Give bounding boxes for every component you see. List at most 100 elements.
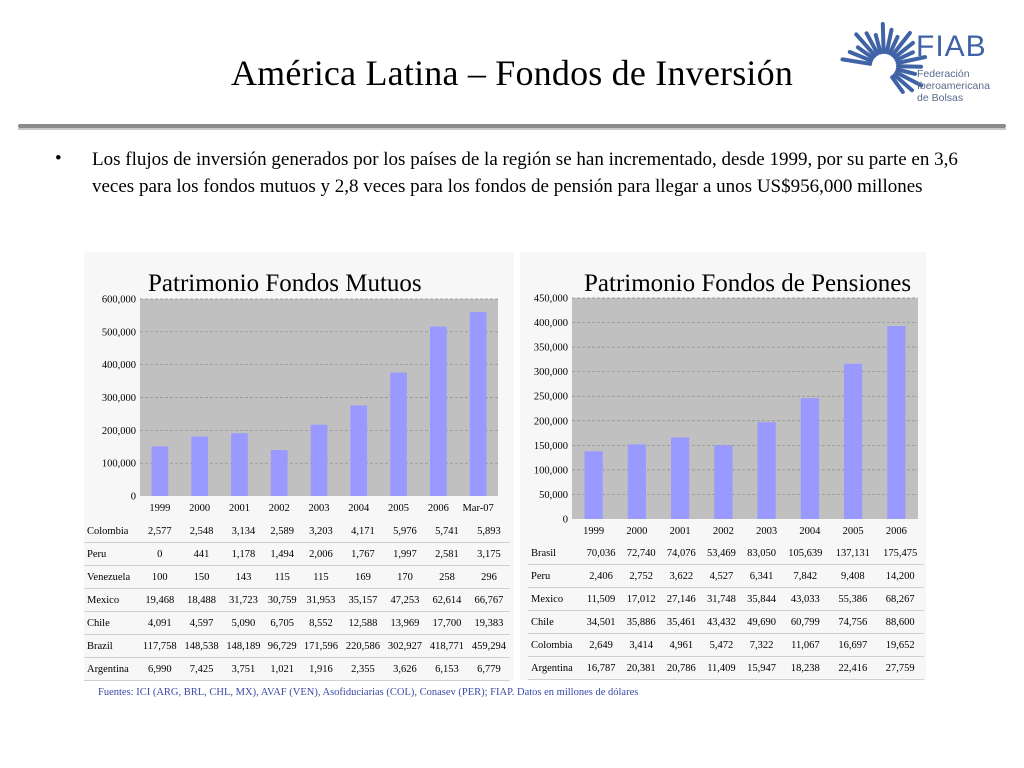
y-tick-label: 300,000 (534, 367, 568, 378)
table-cell: 0 (139, 542, 181, 566)
y-tick-label: 150,000 (534, 441, 568, 452)
bar (844, 363, 863, 519)
table-cell: 70,036 (581, 542, 622, 565)
table-cell: 27,146 (661, 587, 702, 611)
table-row: Mexico 19,468 18,488 31,723 30,759 31,953 35,1… (84, 588, 510, 612)
bar (429, 326, 447, 496)
table-cell: 2,355 (341, 657, 384, 681)
table-cell: 6,341 (741, 564, 782, 588)
bar (469, 312, 487, 496)
plot-area (572, 298, 918, 519)
table-cell: 55,386 (829, 587, 877, 611)
bar (310, 424, 328, 496)
table-cell: 2,752 (621, 564, 662, 588)
row-label: Mexico (528, 587, 581, 611)
table-cell: 1,021 (264, 657, 300, 681)
row-label: Brazil (84, 634, 139, 658)
table-cell: 171,596 (300, 634, 342, 658)
table-cell: 1,178 (222, 542, 265, 566)
table-cell: 7,425 (180, 657, 223, 681)
bar (151, 446, 169, 496)
y-tick-label: 450,000 (534, 294, 568, 305)
table-cell: 88,600 (876, 610, 924, 634)
table-cell: 459,294 (467, 634, 510, 658)
x-tick-label: 2004 (799, 526, 821, 537)
table-cell: 1,767 (341, 542, 384, 566)
table-cell: 17,700 (425, 611, 468, 635)
logo-subtitle: Federación Iberoamericana de Bolsas (917, 68, 990, 104)
table-cell: 5,090 (222, 611, 265, 635)
table-cell: 150 (180, 565, 223, 589)
table-cell: 100 (139, 565, 181, 589)
x-tick-label: 1999 (149, 503, 170, 514)
bar (584, 451, 603, 519)
mutual-funds-chart-title: Patrimonio Fondos Mutuos (148, 270, 422, 297)
table-cell: 4,597 (180, 611, 223, 635)
table-cell: 6,705 (264, 611, 300, 635)
logo-ray (880, 22, 886, 54)
row-label: Mexico (84, 588, 139, 612)
table-row: Peru 0 441 1,178 1,494 2,006 1,767 1,997 2,581 3,… (84, 542, 510, 566)
pension-funds-table: Brasil 70,036 72,740 74,076 53,469 83,050 105,… (528, 542, 924, 680)
logo-ray (884, 27, 894, 55)
logo-ray (854, 32, 877, 58)
table-row: Chile 34,501 35,886 35,461 43,432 49,690 60,79… (528, 610, 924, 634)
title-divider (18, 124, 1006, 128)
x-tick-label: 1999 (583, 526, 604, 537)
table-cell: 3,414 (621, 633, 662, 657)
table-cell: 4,961 (661, 633, 702, 657)
bar (887, 325, 906, 519)
table-cell: 74,756 (829, 610, 877, 634)
bar (191, 436, 209, 496)
table-cell: 62,614 (425, 588, 468, 612)
row-label: Colombia (84, 520, 139, 543)
table-cell: 7,842 (781, 564, 830, 588)
table-cell: 115 (264, 565, 300, 589)
table-cell: 4,527 (701, 564, 742, 588)
table-cell: 68,267 (876, 587, 924, 611)
y-tick-label: 0 (563, 515, 568, 526)
table-cell: 19,468 (139, 588, 181, 612)
table-cell: 31,953 (300, 588, 342, 612)
table-cell: 19,652 (876, 633, 924, 657)
table-cell: 43,432 (701, 610, 742, 634)
y-tick-label: 0 (131, 492, 136, 503)
table-cell: 302,927 (383, 634, 426, 658)
row-label: Brasil (528, 542, 581, 565)
table-cell: 148,538 (180, 634, 223, 658)
table-cell: 19,383 (467, 611, 510, 635)
table-cell: 1,916 (300, 657, 342, 681)
y-tick-label: 50,000 (539, 490, 568, 501)
row-label: Argentina (84, 657, 139, 681)
table-row: Colombia 2,577 2,548 3,134 2,589 3,203 4,171 5,… (84, 520, 510, 543)
source-note: Fuentes: ICI (ARG, BRL, CHL, MX), AVAF (… (98, 687, 639, 698)
table-cell: 175,475 (876, 542, 924, 565)
table-cell: 22,416 (829, 656, 877, 680)
table-cell: 1,494 (264, 542, 300, 566)
table-cell: 105,639 (781, 542, 830, 565)
x-tick-label: 2006 (886, 526, 907, 537)
table-cell: 30,759 (264, 588, 300, 612)
y-tick-label: 200,000 (102, 426, 136, 437)
table-cell: 17,012 (621, 587, 662, 611)
table-cell: 5,976 (383, 520, 426, 543)
pension-funds-chart: 0 50,000 100,000 150,000 200,000 250,000 300,0… (534, 294, 918, 537)
table-cell: 12,588 (341, 611, 384, 635)
table-cell: 258 (425, 565, 468, 589)
row-label: Chile (84, 611, 139, 635)
table-cell: 18,238 (781, 656, 830, 680)
logo-ray (890, 75, 905, 94)
table-cell: 49,690 (741, 610, 782, 634)
mutual-funds-chart: 0 100,000 200,000 300,000 400,000 500,000 600,… (102, 295, 498, 514)
table-cell: 3,134 (222, 520, 265, 543)
table-cell: 15,947 (741, 656, 782, 680)
table-cell: 2,649 (581, 633, 622, 657)
table-cell: 5,741 (425, 520, 468, 543)
table-cell: 7,322 (741, 633, 782, 657)
x-tick-label: 2003 (309, 503, 330, 514)
bar (390, 372, 407, 496)
table-cell: 441 (180, 542, 223, 566)
y-tick-label: 100,000 (534, 465, 568, 476)
row-label: Peru (84, 542, 139, 566)
bar (270, 450, 288, 496)
